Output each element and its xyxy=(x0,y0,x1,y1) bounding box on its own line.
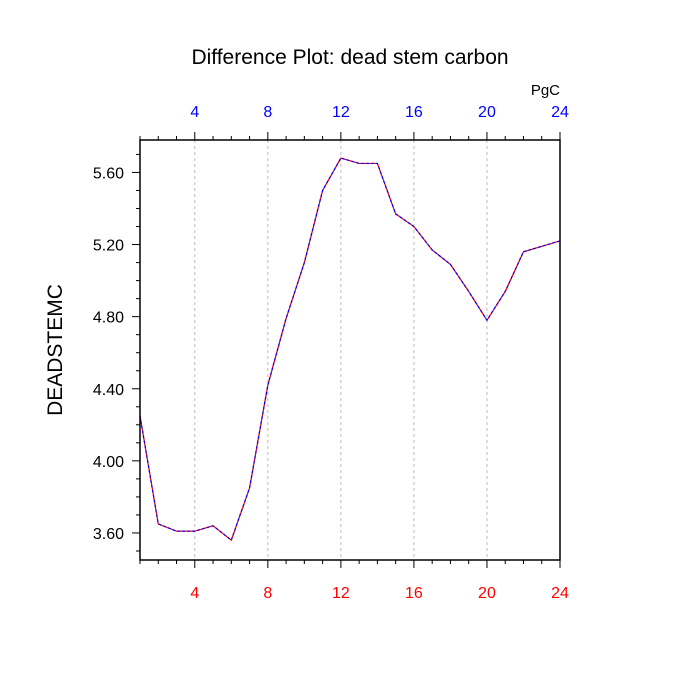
x-tick-label-bottom-20: 20 xyxy=(478,585,496,602)
x-tick-label-top-16: 16 xyxy=(405,104,423,121)
x-tick-label-top-20: 20 xyxy=(478,104,496,121)
x-tick-label-bottom-16: 16 xyxy=(405,585,423,602)
axis-ticks xyxy=(132,132,561,568)
data-series xyxy=(139,157,561,542)
x-tick-label-top-4: 4 xyxy=(190,104,199,121)
plot-frame xyxy=(139,139,561,561)
x-tick-label-top-12: 12 xyxy=(332,104,350,121)
series-line-dashed xyxy=(139,157,561,542)
y-tick-label-4.80: 4.80 xyxy=(93,310,124,327)
y-tick-label-4.40: 4.40 xyxy=(93,382,124,399)
y-axis-label: DEADSTEMC xyxy=(44,284,67,416)
x-tick-label-bottom-4: 4 xyxy=(190,585,199,602)
x-tick-label-bottom-12: 12 xyxy=(332,585,350,602)
y-tick-label-5.60: 5.60 xyxy=(93,165,124,182)
series-line-base xyxy=(139,157,561,542)
y-tick-label-4.00: 4.00 xyxy=(93,454,124,471)
x-tick-label-top-8: 8 xyxy=(263,104,272,121)
grid-lines xyxy=(194,140,488,560)
y-tick-label-5.20: 5.20 xyxy=(93,238,124,255)
y-tick-label-3.60: 3.60 xyxy=(93,526,124,543)
x-tick-label-bottom-24: 24 xyxy=(551,585,569,602)
y-tick-labels: 3.60 4.00 4.40 4.80 5.20 5.60 xyxy=(93,165,124,543)
x-tick-labels-bottom: 4 8 12 16 20 24 xyxy=(190,585,569,602)
x-tick-label-top-24: 24 xyxy=(551,104,569,121)
x-tick-labels-top: 4 8 12 16 20 24 xyxy=(190,104,569,121)
x-tick-label-bottom-8: 8 xyxy=(263,585,272,602)
units-label: PgC xyxy=(531,82,560,99)
chart-title: Difference Plot: dead stem carbon xyxy=(191,46,508,69)
